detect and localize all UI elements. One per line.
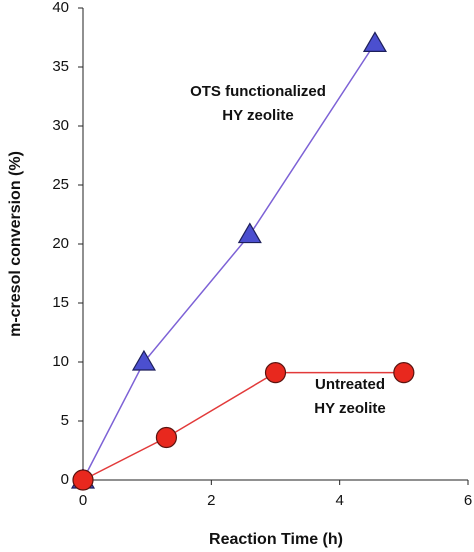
annotation: HY zeolite xyxy=(222,107,293,124)
annotation: Untreated xyxy=(315,376,385,393)
series-line xyxy=(82,371,404,481)
triangle-marker xyxy=(131,349,156,371)
circle-marker xyxy=(155,426,178,449)
y-tick-label: 40 xyxy=(52,0,69,16)
y-tick-label: 15 xyxy=(52,294,69,311)
x-tick-label: 4 xyxy=(335,492,343,509)
circle-marker xyxy=(264,362,287,384)
circle-marker xyxy=(393,362,415,384)
x-axis-title: Reaction Time (h) xyxy=(209,531,343,548)
series-line xyxy=(82,42,376,481)
triangle-marker xyxy=(237,222,262,244)
annotation: HY zeolite xyxy=(314,400,385,417)
annotation: OTS functionalized xyxy=(190,83,326,100)
y-tick-label: 30 xyxy=(52,117,69,134)
x-tick-label: 0 xyxy=(79,492,87,509)
y-axis-title: m-cresol conversion (%) xyxy=(7,151,24,337)
circle-marker xyxy=(72,469,94,491)
y-tick-label: 20 xyxy=(52,235,69,252)
y-tick-label: 25 xyxy=(52,176,69,193)
y-tick-label: 10 xyxy=(52,353,69,370)
x-tick-label: 6 xyxy=(464,492,472,509)
x-tick-label: 2 xyxy=(207,492,215,509)
y-tick-label: 35 xyxy=(52,58,69,75)
triangle-marker xyxy=(362,31,387,52)
y-tick-label: 0 xyxy=(61,471,69,488)
y-tick-label: 5 xyxy=(61,412,69,429)
